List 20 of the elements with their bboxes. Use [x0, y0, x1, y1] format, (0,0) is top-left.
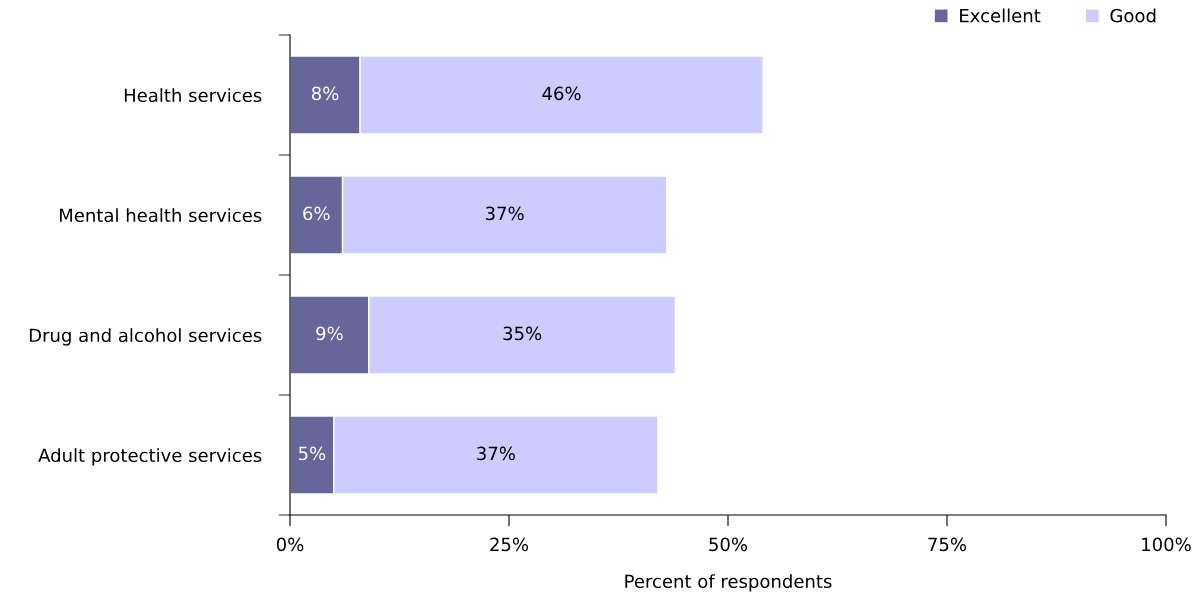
- y-tick-label: Health services: [124, 88, 262, 103]
- x-tick-label: 25%: [490, 537, 529, 552]
- x-tick-label: 50%: [709, 537, 748, 552]
- x-tick-label: 0%: [276, 537, 304, 552]
- y-tick-label: Drug and alcohol services: [29, 328, 262, 346]
- y-tick-label: Adult protective services: [38, 448, 262, 466]
- x-tick-label: 75%: [928, 537, 967, 552]
- data-label: 6%: [303, 206, 330, 221]
- data-label: 5%: [298, 446, 326, 461]
- x-axis-title: Percent of respondents: [625, 574, 832, 592]
- legend-label: Excellent: [960, 8, 1041, 23]
- data-label: 37%: [477, 446, 515, 461]
- data-label: 37%: [485, 206, 524, 221]
- data-label: 46%: [542, 86, 581, 101]
- legend-label: Good: [1110, 8, 1156, 23]
- data-label: 35%: [503, 326, 542, 341]
- data-label: 8%: [311, 86, 339, 101]
- y-tick-label: Mental health services: [59, 208, 262, 223]
- x-tick-label: 100%: [1142, 537, 1191, 552]
- data-label: 9%: [316, 326, 343, 341]
